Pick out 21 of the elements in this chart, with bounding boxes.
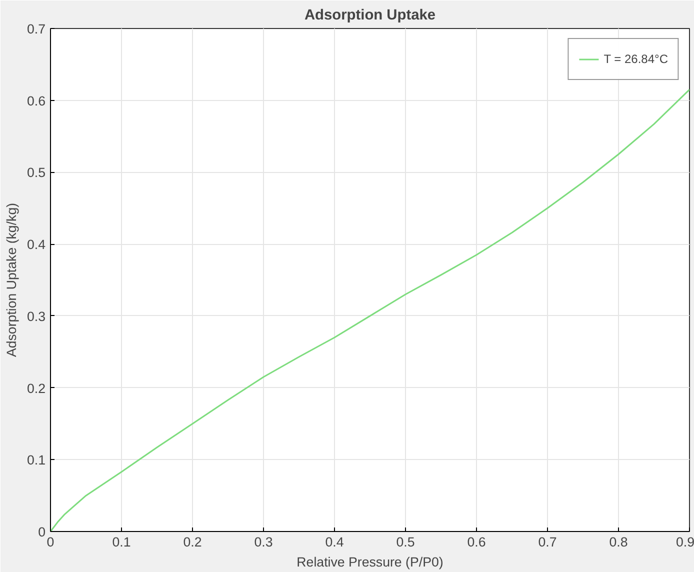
y-tick-label: 0.4 xyxy=(26,237,46,252)
x-tick-label: 0.2 xyxy=(183,534,202,550)
y-tick-label: 0.1 xyxy=(26,452,46,468)
y-axis-title: Adsorption Uptake (kg/kg) xyxy=(4,202,19,358)
x-tick-label: 0.9 xyxy=(676,534,694,550)
y-tick-label: 0 xyxy=(38,524,46,540)
y-tick-label: 0.6 xyxy=(26,93,46,108)
chart-title: Adsorption Uptake xyxy=(304,8,436,24)
y-tick-label: 0.3 xyxy=(26,308,46,324)
x-tick-label: 0.3 xyxy=(254,534,273,550)
y-tick-label: 0.7 xyxy=(26,22,46,36)
y-tick-label: 0.5 xyxy=(26,165,46,180)
x-tick-label: 0.5 xyxy=(396,534,415,550)
y-tick-label: 0.2 xyxy=(26,380,46,396)
x-tick-label: 0.6 xyxy=(467,534,486,550)
x-axis-title: Relative Pressure (P/P0) xyxy=(296,554,444,570)
x-tick-label: 0.4 xyxy=(325,534,344,550)
x-tick-label: 0.8 xyxy=(609,534,628,550)
legend-label: T = 26.84°C xyxy=(604,52,668,66)
x-tick-label: 0.7 xyxy=(538,534,557,550)
x-tick-label: 0.1 xyxy=(112,534,131,550)
